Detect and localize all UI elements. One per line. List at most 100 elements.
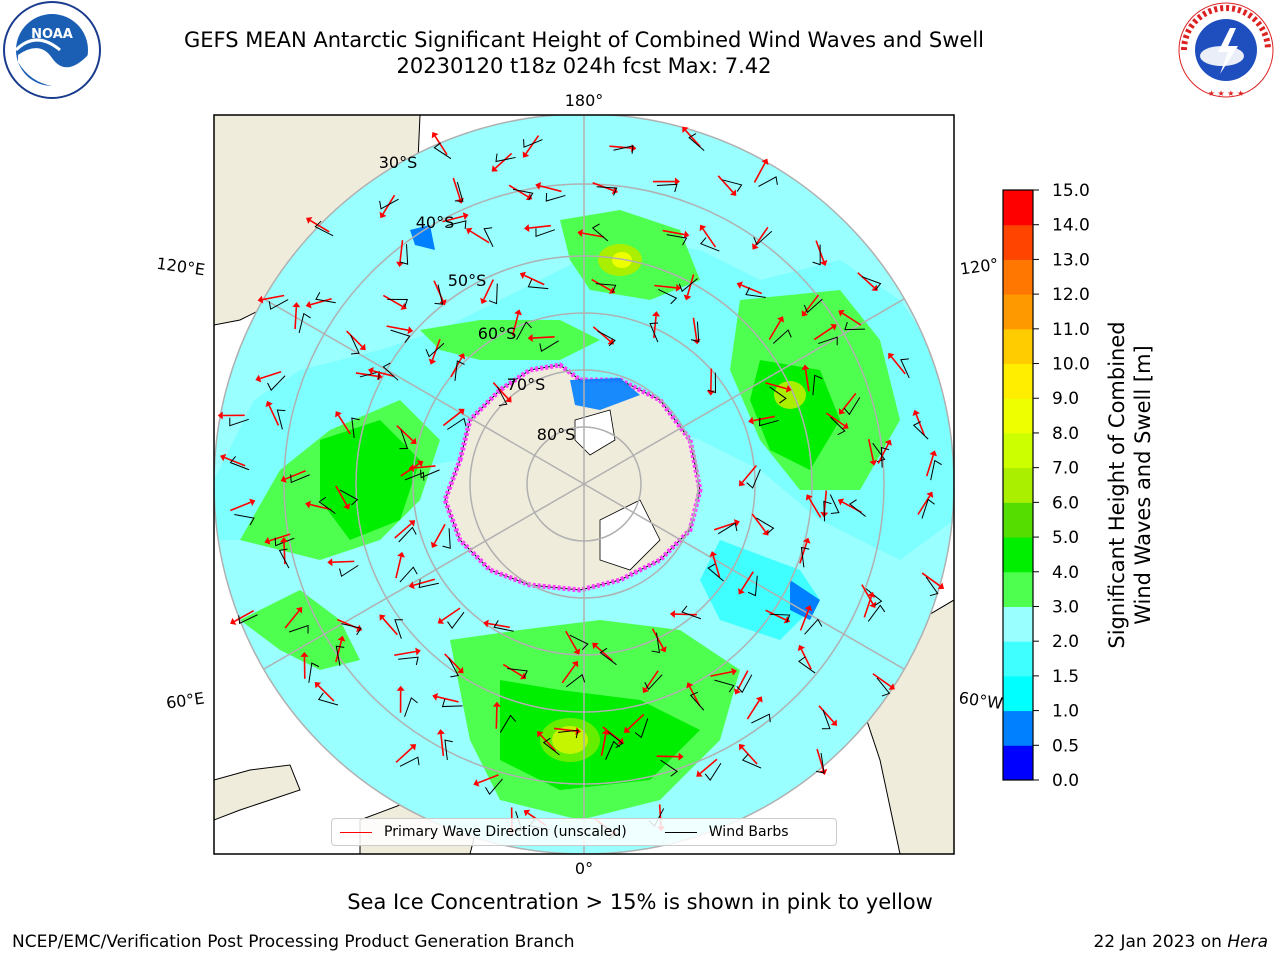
wind-barb xyxy=(798,656,816,674)
wave-arrow-head xyxy=(802,537,811,544)
wind-barb xyxy=(769,613,791,623)
wind-barb xyxy=(865,588,883,606)
wind-barb xyxy=(447,417,467,430)
wave-arrow xyxy=(395,556,402,579)
noaa-logo-text: NOAA xyxy=(31,27,73,42)
wind-barb xyxy=(499,714,517,733)
wave-arrow xyxy=(565,630,578,651)
wave-arrow xyxy=(741,747,758,765)
wave-arrow-head xyxy=(409,744,417,751)
wave-arrow-head xyxy=(457,666,464,674)
wind-barb xyxy=(274,537,295,547)
wind-barb xyxy=(318,496,336,515)
chart-subtitle: 20230120 t18z 024h fcst Max: 7.42 xyxy=(396,54,772,78)
wind-barb xyxy=(339,489,359,506)
wave-arrow-head xyxy=(937,582,945,590)
wave-arrow xyxy=(310,297,332,306)
wave-arrow xyxy=(268,405,280,426)
wave-arrow xyxy=(857,272,875,289)
wave-arrow xyxy=(591,278,612,292)
wind-barb xyxy=(382,362,399,381)
wind-barb xyxy=(485,778,503,796)
wave-arrow-head xyxy=(230,617,237,625)
credit-text: NCEP/EMC/Verification Post Processing Pr… xyxy=(12,932,575,952)
wind-barb xyxy=(880,446,890,468)
wind-barb xyxy=(404,471,425,481)
wave-arrow-head xyxy=(525,193,533,201)
map-frame xyxy=(213,114,955,855)
wind-barb xyxy=(644,674,663,691)
wave-arrow-head xyxy=(842,422,849,429)
wind-barb xyxy=(288,624,309,634)
wave-arrow-head xyxy=(867,591,876,598)
wave-arrow-head xyxy=(400,302,407,310)
wave-arrow xyxy=(511,314,519,336)
wave-arrow xyxy=(234,609,255,623)
wave-arrow-head xyxy=(473,779,480,787)
wave-arrow-head xyxy=(483,619,489,628)
wave-arrow-head xyxy=(699,224,707,232)
wind-barb xyxy=(379,198,399,210)
wind-barb xyxy=(387,298,409,308)
wave-arrow xyxy=(332,560,355,563)
wave-arrow-head xyxy=(592,642,599,650)
wave-arrow-head xyxy=(733,688,742,695)
wave-arrow-head xyxy=(659,646,667,653)
wind-barb xyxy=(925,576,939,597)
wave-arrow xyxy=(872,673,892,688)
wind-barb xyxy=(238,614,258,625)
wave-arrow-head xyxy=(300,651,309,657)
wind-barb xyxy=(493,620,514,632)
wave-arrow xyxy=(804,369,810,392)
wave-arrow xyxy=(395,746,413,763)
wave-arrow-head xyxy=(407,326,414,335)
wind-barb xyxy=(446,220,467,229)
wave-arrow-head xyxy=(696,770,703,777)
wave-arrow xyxy=(284,610,300,629)
wave-arrow-head xyxy=(731,667,737,676)
lat-label-40s: 40°S xyxy=(416,213,455,232)
wave-arrow xyxy=(487,622,510,629)
legend-item-primary-wave: Primary Wave Direction (unscaled) xyxy=(340,824,627,840)
wave-arrow xyxy=(752,415,775,422)
wave-arrow-head xyxy=(762,529,769,536)
wind-barb xyxy=(818,336,838,346)
wave-arrow-head xyxy=(480,297,488,304)
wave-arrow xyxy=(686,274,695,296)
wind-barb xyxy=(803,298,823,314)
wave-arrow-head xyxy=(295,607,303,614)
wave-arrow-head xyxy=(736,281,743,289)
legend-swatch-red xyxy=(340,831,372,833)
wind-barb xyxy=(613,145,634,154)
wind-barb xyxy=(844,321,865,331)
wave-arrow-head xyxy=(280,475,287,483)
wind-barb xyxy=(596,186,618,196)
wave-arrow-head xyxy=(535,182,542,190)
wave-arrow xyxy=(656,755,679,758)
wave-arrow-head xyxy=(527,334,533,343)
wave-arrow-head xyxy=(755,696,763,703)
wave-arrow xyxy=(890,356,906,375)
wave-arrow xyxy=(592,182,614,192)
wave-arrow-head xyxy=(686,682,694,689)
sea-ice-edge xyxy=(442,362,703,593)
wave-arrow xyxy=(413,578,436,586)
wave-arrow-head xyxy=(397,551,405,558)
wave-arrow xyxy=(713,522,736,531)
wave-arrow-head xyxy=(249,498,256,507)
lon-label-60w: 60°W xyxy=(958,688,1005,713)
wave-arrow xyxy=(469,230,490,244)
wind-barb xyxy=(599,647,617,666)
wave-arrow xyxy=(684,129,701,148)
wave-arrow-head xyxy=(537,731,544,738)
svg-text:★ ★ ★ ★: ★ ★ ★ ★ xyxy=(1208,89,1244,98)
wind-barb xyxy=(290,474,310,484)
wind-barb xyxy=(658,289,678,305)
wind-barb xyxy=(341,623,362,636)
wind-barb xyxy=(736,674,753,694)
wave-arrow xyxy=(400,463,420,477)
wind-barb xyxy=(442,528,451,549)
wind-barb xyxy=(772,329,792,344)
wave-arrow-head xyxy=(624,726,631,733)
wave-arrow xyxy=(483,279,495,300)
